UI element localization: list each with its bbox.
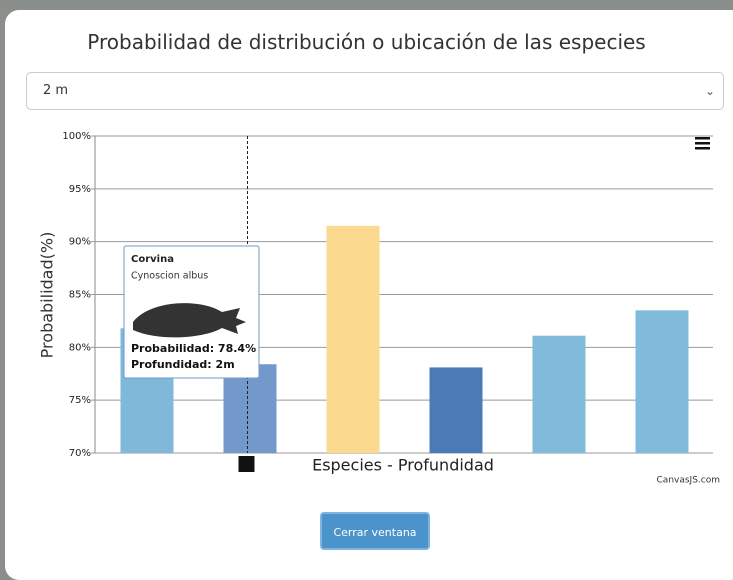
tooltip: Corvina Cynoscion albus Probabilidad: 78.4…	[124, 246, 259, 378]
bar	[327, 226, 380, 453]
bar	[430, 367, 483, 453]
tooltip-probability: Probabilidad: 78.4%	[131, 342, 256, 355]
y-axis-label: Probabilidad(%)	[38, 232, 57, 359]
y-tick-label: 80%	[69, 342, 91, 353]
chart: Probabilidad(%) Especies - Profundidad C…	[0, 0, 733, 500]
bar	[636, 310, 689, 453]
y-tick-label: 100%	[62, 131, 91, 142]
tooltip-depth: Profundidad: 2m	[131, 358, 235, 371]
tooltip-species: Cynoscion albus	[131, 271, 208, 282]
tooltip-name: Corvina	[131, 254, 174, 265]
bar	[533, 336, 586, 453]
close-button[interactable]: Cerrar ventana	[320, 512, 430, 550]
page: Probabilidad de distribución o ubicación…	[0, 0, 733, 563]
y-tick-label: 95%	[69, 184, 91, 195]
x-axis-label: Especies - Profundidad	[312, 456, 494, 475]
credit[interactable]: CanvasJS.com	[657, 476, 720, 486]
crosshair-handle	[239, 456, 255, 472]
y-tick-label: 85%	[69, 290, 91, 301]
y-tick-label: 90%	[69, 237, 91, 248]
y-tick-label: 75%	[69, 395, 91, 406]
menu-icon[interactable]	[695, 137, 710, 150]
y-tick-label: 70%	[69, 448, 91, 459]
